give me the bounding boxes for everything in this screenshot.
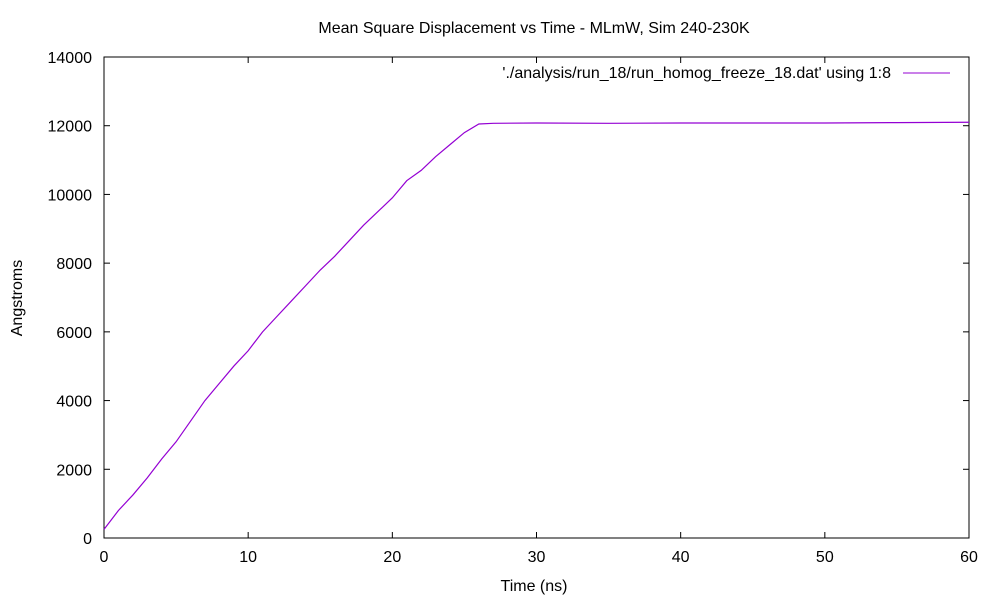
x-tick-label: 50 <box>816 549 834 566</box>
y-tick-label: 4000 <box>56 394 92 411</box>
legend: './analysis/run_18/run_homog_freeze_18.d… <box>502 65 950 82</box>
chart-title: Mean Square Displacement vs Time - MLmW,… <box>318 20 750 37</box>
x-tick-label: 20 <box>383 549 401 566</box>
y-tick-label: 0 <box>83 531 92 548</box>
y-tick-label: 8000 <box>56 256 92 273</box>
y-tick-label: 14000 <box>48 50 93 67</box>
y-tick-label: 10000 <box>48 187 93 204</box>
x-axis-title: Time (ns) <box>501 578 568 595</box>
y-axis-title: Angstroms <box>9 260 26 336</box>
x-tick-label: 40 <box>672 549 690 566</box>
y-tick-label: 12000 <box>48 119 93 136</box>
y-tick-label: 2000 <box>56 462 92 479</box>
x-tick-label: 0 <box>100 549 109 566</box>
x-axis: 0 10 20 30 40 50 60 <box>100 57 978 566</box>
plot-frame <box>103 56 970 539</box>
x-tick-label: 30 <box>528 549 546 566</box>
y-tick-label: 6000 <box>56 325 92 342</box>
y-axis: 0 2000 4000 6000 8000 10000 12000 14000 <box>48 50 969 548</box>
x-tick-label: 10 <box>239 549 257 566</box>
series-line-0 <box>103 121 970 530</box>
legend-label: './analysis/run_18/run_homog_freeze_18.d… <box>502 65 891 82</box>
x-tick-label: 60 <box>960 549 978 566</box>
series-layer <box>103 121 970 530</box>
